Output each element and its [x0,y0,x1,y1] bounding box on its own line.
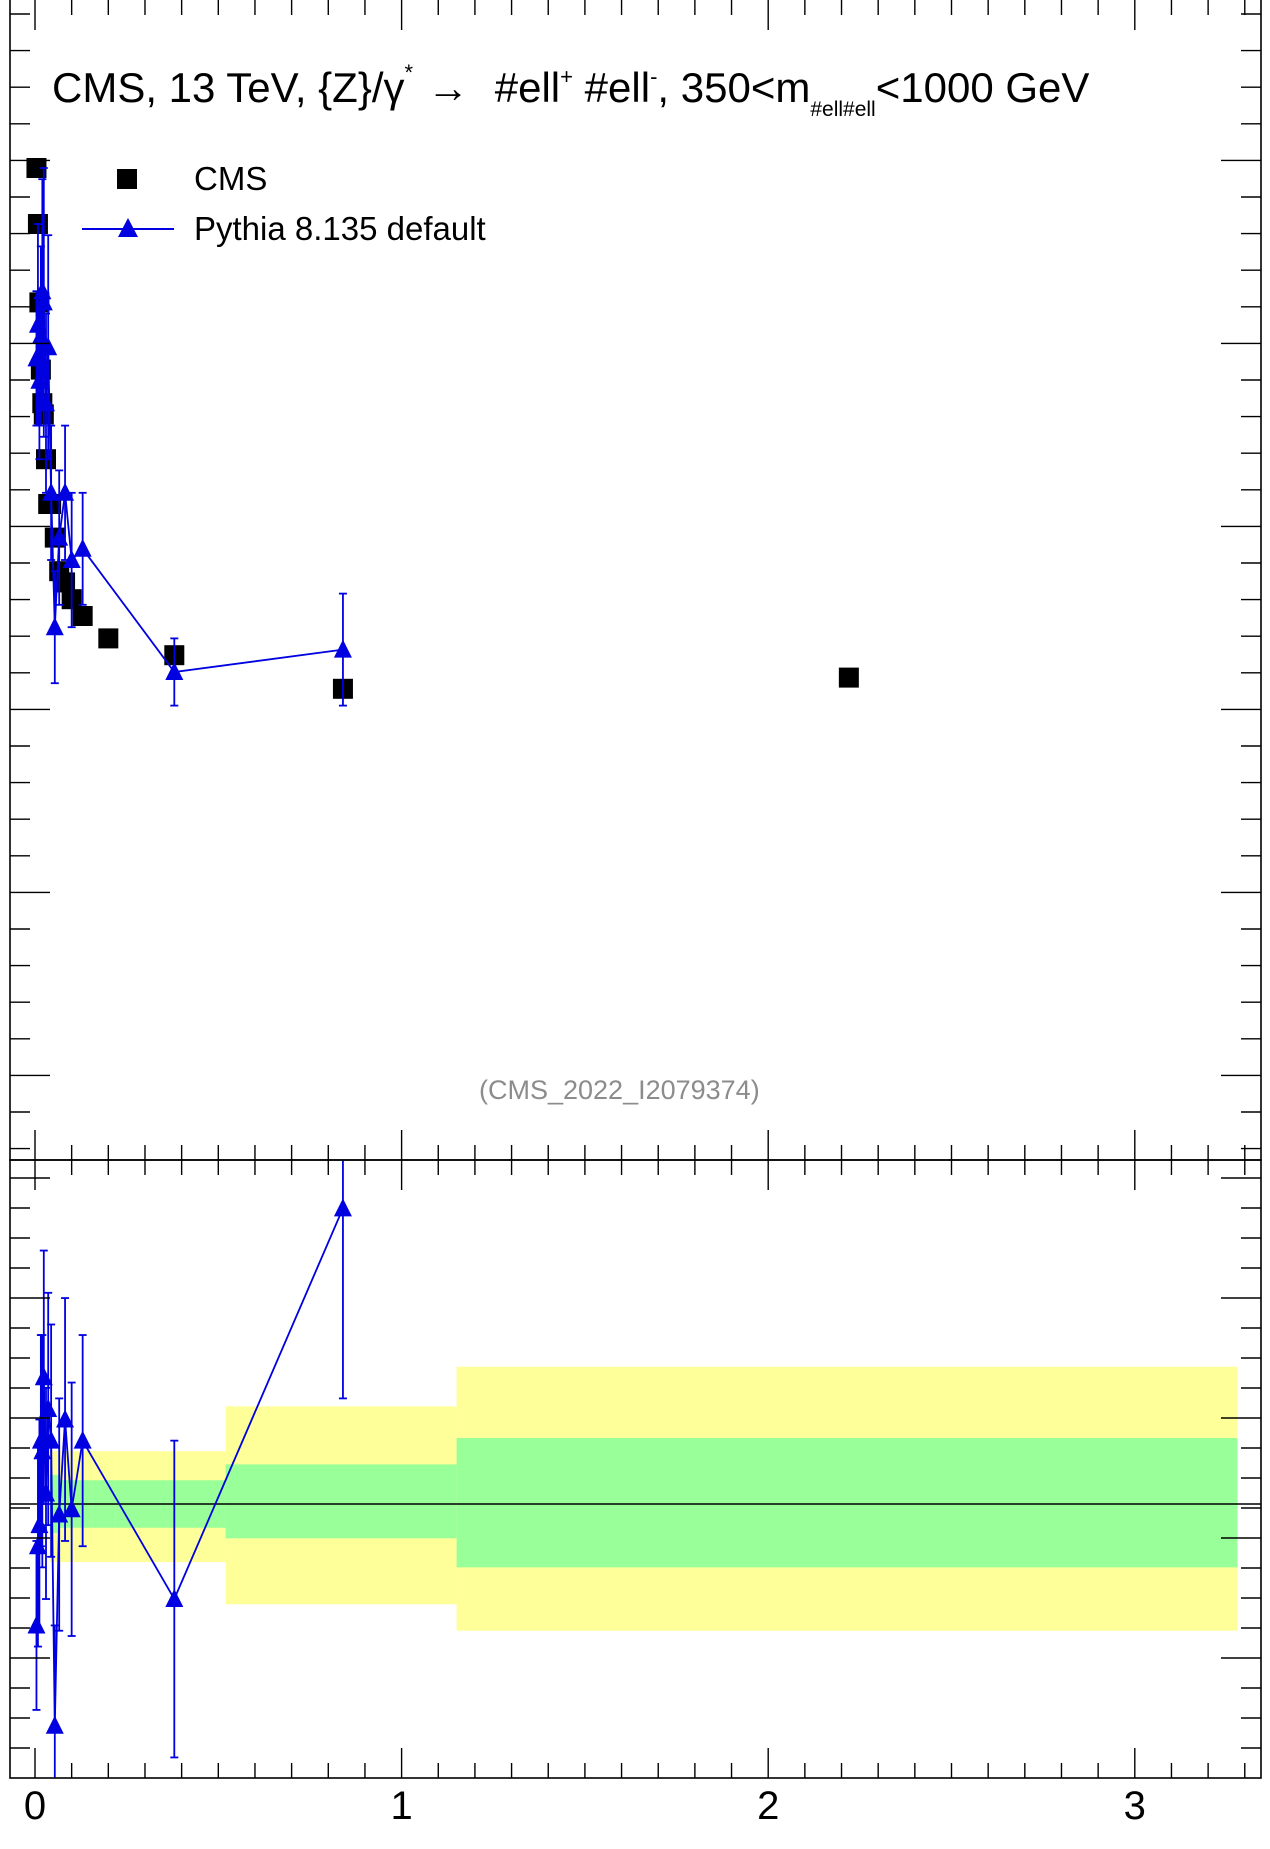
x-tick-labels: 0 1 2 3 [24,1784,1146,1828]
pythia-point [45,617,64,636]
legend-pythia-label: Pythia 8.135 default [194,210,486,247]
ratio-pythia-point [56,1409,75,1428]
ratio-pythia-point [30,1515,49,1534]
ratio-pythia-point [28,1536,47,1555]
ratio-pythia-point [27,1615,46,1634]
x-tick-label: 2 [757,1784,779,1828]
ratio-pythia-point [42,1430,61,1449]
legend-pythia-marker [118,218,138,237]
ratio-pythia-point [39,1398,58,1417]
ratio-panel-series [27,1160,352,1778]
pythia-point [62,550,81,568]
pythia-point [39,337,58,356]
pythia-point [42,482,61,501]
ratio-pythia-point [50,1504,69,1523]
ratio-pythia-point [62,1499,81,1518]
pythia-point [50,527,69,546]
cms-data-point [26,158,47,178]
x-tick-label: 0 [24,1784,46,1828]
ratio-panel-frame [9,1159,1262,1779]
ratio-inner-band [225,1464,457,1539]
ratio-pythia-point [333,1198,352,1217]
chart-title: CMS, 13 TeV, {Z}/γ* → #ell+ #ell-, 350<m#… [52,60,1089,121]
pythia-point [333,639,352,658]
legend-cms-marker [117,169,137,189]
axis-ticks [10,0,1261,1778]
x-tick-label: 3 [1124,1784,1146,1828]
chart-legend: CMS Pythia 8.135 default [82,160,486,247]
ratio-pythia-point [34,1367,53,1386]
pythia-point [36,393,55,412]
ratio-inner-band [456,1438,1238,1568]
x-tick-label: 1 [390,1784,412,1828]
pythia-point [33,281,52,300]
cms-data-point [72,606,93,626]
pythia-point [73,538,92,557]
main-panel-series [26,158,859,707]
ratio-pythia-point [73,1430,92,1449]
pythia-point [56,482,75,501]
ratio-pythia-point [165,1589,184,1608]
cms-data-point [98,628,119,649]
watermark-analysis-id: (CMS_2022_I2079374) [479,1075,760,1105]
ratio-uncertainty-bands [49,1366,1238,1631]
ratio-pythia-point [45,1715,64,1734]
legend-cms-label: CMS [194,160,267,197]
pythia-point [165,662,184,680]
cms-data-point [838,667,859,688]
